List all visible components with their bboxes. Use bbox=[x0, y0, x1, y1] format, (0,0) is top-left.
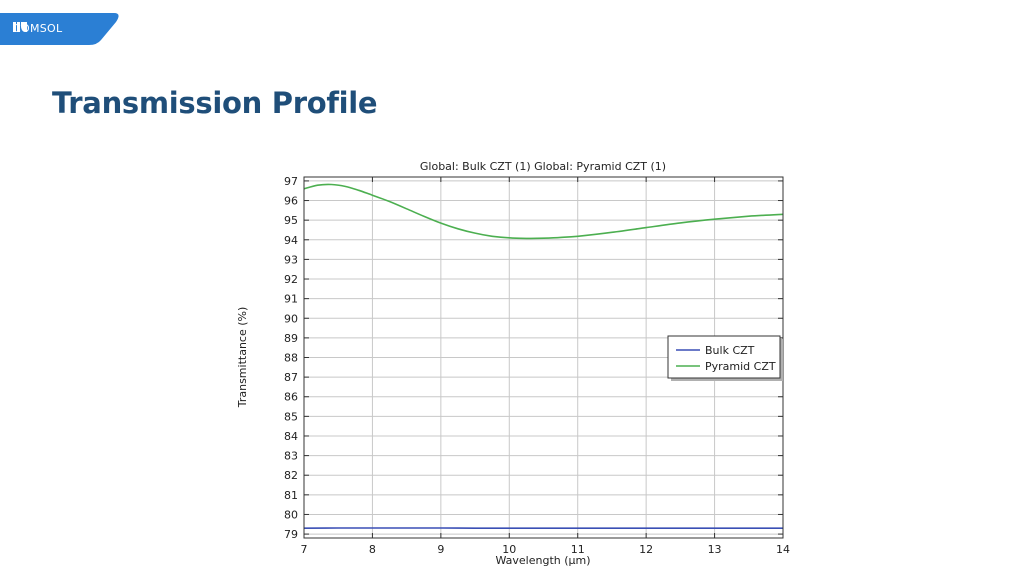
y-tick-label: 85 bbox=[284, 410, 298, 423]
series-layer bbox=[303, 183, 784, 529]
y-tick-label: 87 bbox=[284, 371, 298, 384]
y-tick-label: 86 bbox=[284, 391, 298, 404]
y-tick-label: 96 bbox=[284, 195, 298, 208]
y-tick-label: 83 bbox=[284, 450, 298, 463]
y-tick-label: 90 bbox=[284, 312, 298, 325]
page-title: Transmission Profile bbox=[52, 86, 378, 120]
legend-label-pyramid-czt: Pyramid CZT bbox=[705, 360, 776, 373]
x-tick-label: 10 bbox=[502, 543, 516, 556]
y-tick-label: 84 bbox=[284, 430, 298, 443]
y-tick-label: 82 bbox=[284, 469, 298, 482]
y-tick-label: 89 bbox=[284, 332, 298, 345]
legend-label-bulk-czt: Bulk CZT bbox=[705, 344, 755, 357]
x-tick-label: 7 bbox=[301, 543, 308, 556]
y-tick-label: 94 bbox=[284, 234, 298, 247]
comsol-logo[interactable]: COMSOL bbox=[13, 22, 62, 36]
series-line-pyramid-czt bbox=[303, 183, 784, 240]
y-tick-label: 88 bbox=[284, 352, 298, 365]
y-tick-label: 97 bbox=[284, 175, 298, 188]
y-tick-label: 81 bbox=[284, 489, 298, 502]
logo-tab-shape bbox=[0, 13, 119, 45]
y-axis-label: Transmittance (%) bbox=[236, 307, 249, 409]
x-axis-label: Wavelength (µm) bbox=[495, 554, 590, 567]
x-tick-label: 8 bbox=[369, 543, 376, 556]
y-tick-label: 95 bbox=[284, 214, 298, 227]
legend: Bulk CZT Pyramid CZT bbox=[667, 335, 783, 381]
x-tick-label: 12 bbox=[639, 543, 653, 556]
x-tick-label: 14 bbox=[776, 543, 790, 556]
comsol-logo-icon bbox=[13, 22, 27, 32]
x-tick-label: 13 bbox=[708, 543, 722, 556]
y-tick-label: 79 bbox=[284, 528, 298, 541]
y-tick-label: 93 bbox=[284, 253, 298, 266]
x-tick-label: 9 bbox=[437, 543, 444, 556]
legend-box bbox=[667, 335, 781, 379]
y-tick-label: 92 bbox=[284, 273, 298, 286]
y-tick-label: 91 bbox=[284, 293, 298, 306]
logo-tab: COMSOL bbox=[0, 13, 120, 45]
ticks: 7 8 9 10 11 12 13 14798081828384858687888990919… bbox=[284, 175, 790, 556]
x-tick-label: 11 bbox=[571, 543, 585, 556]
chart-title: Global: Bulk CZT (1) Global: Pyramid CZT… bbox=[420, 160, 666, 173]
y-tick-label: 80 bbox=[284, 508, 298, 521]
